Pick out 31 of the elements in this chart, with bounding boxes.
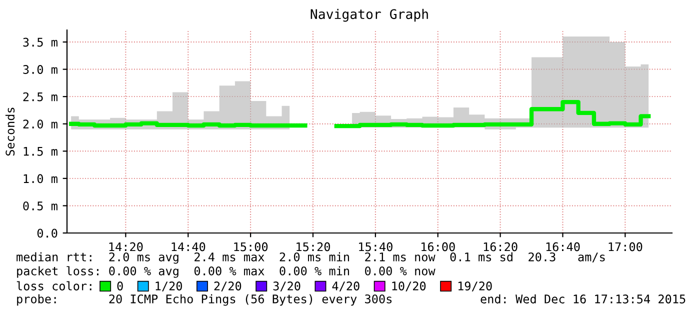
x-tick-label: 15:00 <box>234 242 268 252</box>
legend-label: 0 <box>117 282 123 290</box>
y-axis-title: Seconds <box>5 108 15 156</box>
legend-label: 19/20 <box>458 282 492 292</box>
x-tick-label: 16:20 <box>484 242 518 252</box>
x-tick-label: 15:20 <box>296 242 330 252</box>
legend-label: 10/20 <box>392 282 426 292</box>
x-tick-label: 14:20 <box>109 242 143 252</box>
x-tick-label: 16:00 <box>422 242 455 252</box>
text: packet loss: 0.00 % avg 0.00 % max 0.00 % min 0.00 % now <box>17 266 436 278</box>
legend-label: 2/20 <box>214 282 242 292</box>
y-tick-label: 2.0 m <box>23 120 58 129</box>
x-tick-label: 16:40 <box>546 242 580 252</box>
x-tick-label: 14:40 <box>172 242 206 252</box>
legend-label: 3/20 <box>273 282 300 292</box>
y-tick-label: 2.5 m <box>23 92 58 102</box>
x-tick-label: 15:40 <box>359 242 392 252</box>
legend-label: 4/20 <box>332 282 360 292</box>
y-tick-label: 0.5 m <box>23 201 58 210</box>
y-tick-label: 0.0 <box>37 228 58 238</box>
text: probe: 20 ICMP Echo Pings (56 Bytes) every 300s <box>17 294 392 306</box>
x-tick-label: 17:00 <box>608 242 642 252</box>
y-tick-label: 3.5 m <box>23 38 58 47</box>
legend-title: loss color: <box>16 281 92 290</box>
y-tick-label: 3.0 m <box>23 65 58 74</box>
text: end: Wed Dec 16 17:13:54 2015 <box>480 294 686 304</box>
legend-label: 1/20 <box>156 282 182 292</box>
y-tick-label: 1.0 m <box>24 174 58 184</box>
y-tick-label: 1.5 m <box>24 147 58 156</box>
chart-title: Navigator Graph <box>310 8 428 22</box>
text: median rtt: 2.0 ms avg 2.4 ms max 2.0 ms min 2.1 ms now 0.1 ms sd 20.3 am/s <box>16 252 605 264</box>
